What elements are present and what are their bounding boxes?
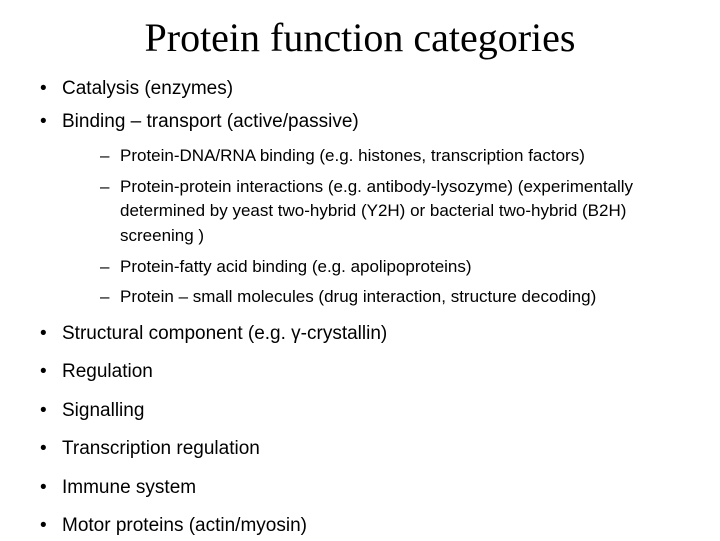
list-item: Motor proteins (actin/myosin) — [28, 512, 692, 541]
sub-bullet-list: Protein-DNA/RNA binding (e.g. histones, … — [62, 144, 692, 310]
list-item: Protein-DNA/RNA binding (e.g. histones, … — [94, 144, 692, 169]
list-item: Binding – transport (active/passive) Pro… — [28, 108, 692, 310]
list-item: Protein-fatty acid binding (e.g. apolipo… — [94, 255, 692, 280]
top-bullet-list: Catalysis (enzymes) Binding – transport … — [28, 75, 692, 310]
list-item-label: Binding – transport (active/passive) — [62, 111, 359, 132]
list-item: Immune system — [28, 474, 692, 503]
slide-title: Protein function categories — [28, 14, 692, 61]
slide: Protein function categories Catalysis (e… — [0, 0, 720, 540]
list-item: Protein-protein interactions (e.g. antib… — [94, 175, 692, 249]
list-item: Structural component (e.g. γ-crystallin) — [28, 320, 692, 349]
list-item: Catalysis (enzymes) — [28, 75, 692, 104]
list-item: Regulation — [28, 358, 692, 387]
list-item: Signalling — [28, 397, 692, 426]
list-item: Transcription regulation — [28, 435, 692, 464]
list-item: Protein – small molecules (drug interact… — [94, 285, 692, 310]
bottom-bullet-list: Structural component (e.g. γ-crystallin)… — [28, 320, 692, 541]
